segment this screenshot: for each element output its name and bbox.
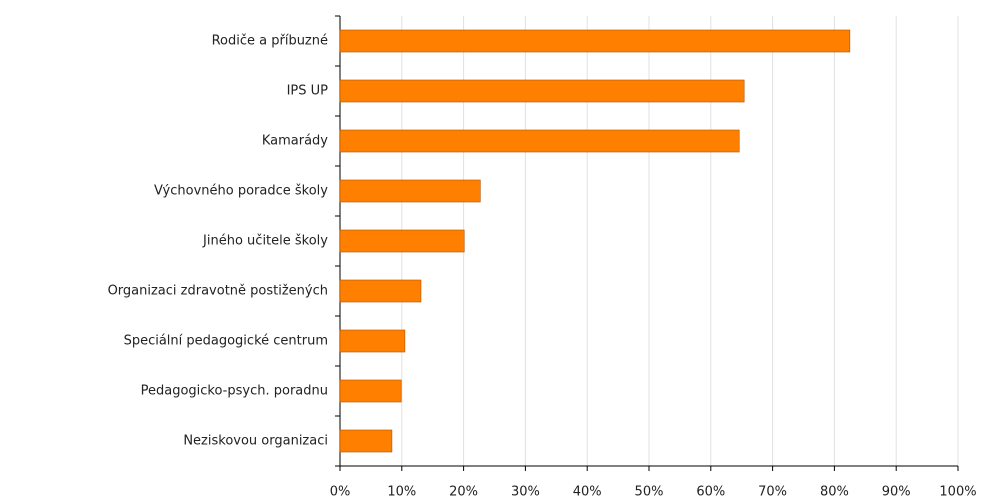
x-tick-label: 30%: [511, 485, 540, 500]
bar: [339, 279, 422, 303]
y-tick-label: Speciální pedagogické centrum: [124, 334, 328, 349]
x-tick-label: 10%: [387, 485, 416, 500]
bar: [339, 379, 402, 403]
y-tick-label: Rodiče a příbuzné: [212, 34, 328, 49]
bar: [339, 429, 393, 453]
y-tick-label: Organizaci zdravotně postižených: [108, 284, 328, 299]
y-tick-label: Jiného učitele školy: [202, 234, 328, 249]
bar: [339, 229, 465, 253]
x-tick-label: 60%: [696, 485, 725, 500]
x-tick-label: 20%: [449, 485, 478, 500]
y-tick-label: Kamarády: [262, 134, 328, 149]
bar: [339, 329, 406, 353]
bar: [339, 129, 740, 153]
bar: [339, 79, 745, 103]
x-tick-label: 90%: [882, 485, 911, 500]
x-tick-label: 70%: [758, 485, 787, 500]
bar: [339, 179, 481, 203]
x-tick-label: 100%: [939, 485, 976, 500]
bar: [339, 29, 851, 53]
y-tick-label: IPS UP: [287, 84, 329, 99]
y-tick-label: Výchovného poradce školy: [154, 184, 328, 199]
y-tick-label: Neziskovou organizaci: [183, 434, 328, 449]
x-tick-label: 50%: [635, 485, 664, 500]
x-tick-label: 0%: [330, 485, 351, 500]
y-tick-label: Pedagogicko-psych. poradnu: [141, 384, 328, 399]
x-tick-label: 80%: [820, 485, 849, 500]
x-tick-label: 40%: [573, 485, 602, 500]
